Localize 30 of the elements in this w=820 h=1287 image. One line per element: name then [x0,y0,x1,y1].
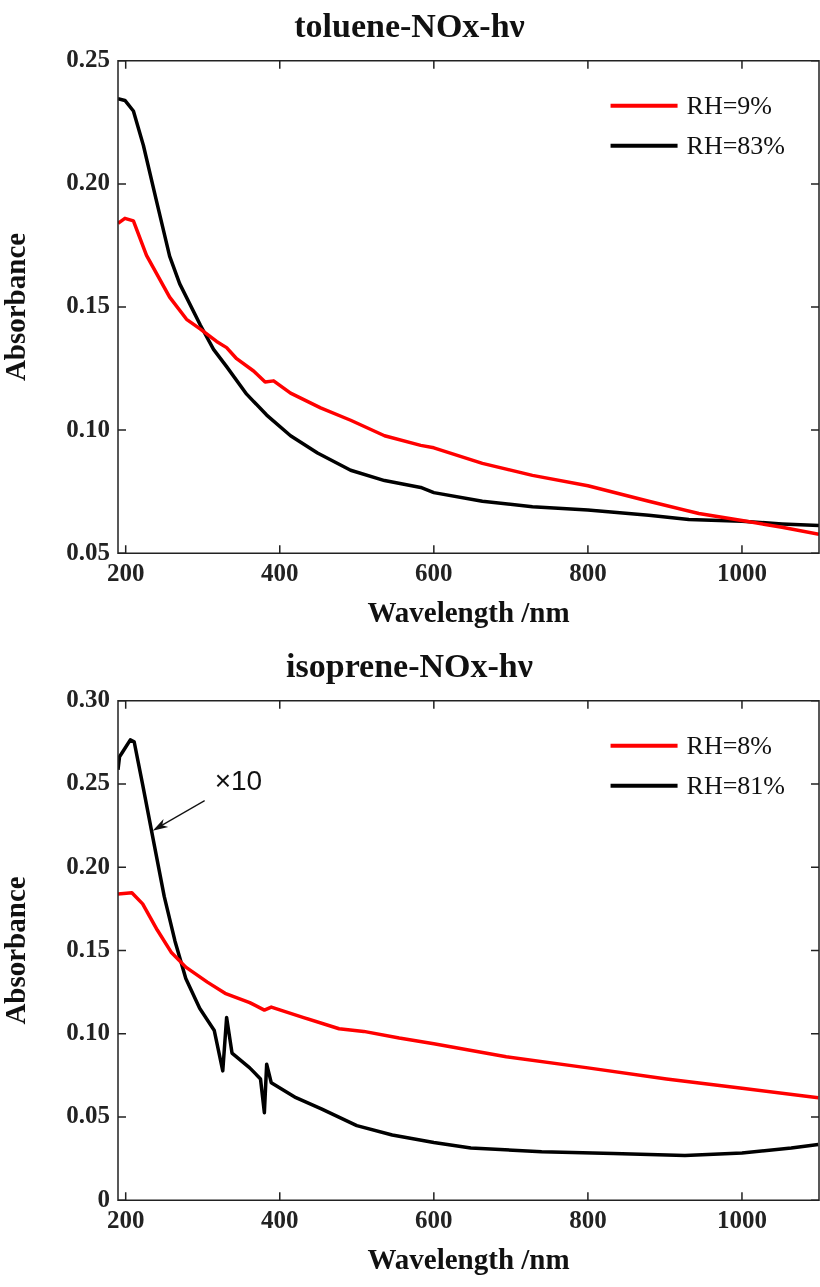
x-tick-label: 600 [415,558,453,586]
chart-title: isoprene-NOx-hν [286,647,533,685]
annotation: ×10 [214,765,263,797]
x-tick-label: 800 [569,558,607,586]
x-tick-label: 1000 [716,1205,767,1233]
x-tick-label: 1000 [716,558,767,586]
y-tick-label: 0.15 [66,934,110,962]
legend-label: RH=83% [686,130,786,160]
y-tick-label: 0.05 [66,537,110,565]
y-tick-label: 0.25 [66,45,110,73]
y-tick-label: 0.20 [66,168,110,196]
x-tick-label: 400 [261,558,299,586]
y-tick-label: 0.10 [66,1018,110,1046]
y-tick-label: 0.15 [66,291,110,319]
x-axis-title: Wavelength /nm [367,596,570,629]
y-axis-title: Absorbance [0,232,31,382]
y-tick-label: 0.05 [66,1101,110,1129]
y-axis-title: Absorbance [0,876,31,1025]
legend-label: RH=81% [686,770,786,800]
y-tick-label: 0.20 [66,851,110,879]
chart-title: toluene-NOx-hν [294,7,525,45]
x-tick-label: 600 [415,1205,453,1233]
x-tick-label: 800 [569,1205,607,1233]
x-axis-title: Wavelength /nm [367,1243,570,1276]
y-tick-label: 0.10 [66,414,110,442]
x-tick-label: 400 [261,1205,299,1233]
y-tick-label: 0.25 [66,768,110,796]
legend-label: RH=9% [686,90,773,120]
legend-label: RH=8% [686,730,773,760]
y-tick-label: 0.30 [66,685,110,713]
